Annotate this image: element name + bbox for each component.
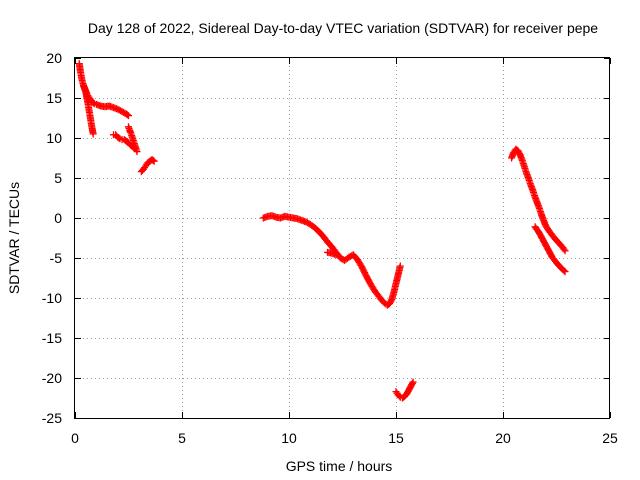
x-tick-label: 15: [388, 430, 404, 446]
x-tick-label: 25: [602, 430, 618, 446]
data-point: [150, 157, 158, 165]
plot-frame: [74, 57, 610, 419]
series-track-6: [259, 212, 404, 309]
y-tick-label: -20: [42, 370, 62, 386]
data-point: [560, 245, 568, 253]
data-point: [125, 112, 132, 120]
data-point: [561, 247, 569, 255]
series-track-4: [125, 123, 141, 156]
data-point: [149, 156, 157, 164]
data-points: [75, 60, 569, 402]
x-tick-label: 0: [71, 430, 79, 446]
y-axis-label: SDTVAR / TECUs: [6, 182, 22, 294]
data-point: [561, 268, 569, 276]
data-point: [123, 111, 131, 119]
data-point: [396, 262, 404, 270]
y-tick-label: -5: [50, 250, 63, 266]
data-point: [408, 379, 416, 387]
data-point: [409, 378, 417, 386]
y-tick-labels: 20 15 10 5 0 -5 -10 -15 -20 -25: [42, 50, 62, 426]
data-point: [115, 134, 123, 142]
series-track-5: [137, 156, 158, 176]
x-tick-labels: 0 5 10 15 20 25: [71, 430, 618, 446]
y-tick-label: -15: [42, 330, 62, 346]
series-track-9: [508, 145, 569, 255]
y-tick-label: 5: [54, 170, 62, 186]
data-point: [332, 251, 340, 259]
data-point: [560, 267, 568, 275]
grid: [75, 58, 610, 418]
y-tick-label: -25: [42, 410, 62, 426]
x-tick-label: 10: [281, 430, 297, 446]
y-tick-label: 10: [46, 130, 62, 146]
x-tick-label: 5: [178, 430, 186, 446]
series-track-10: [531, 223, 569, 276]
y-tick-label: -10: [42, 290, 62, 306]
y-tick-label: 15: [46, 90, 62, 106]
y-tick-label: 20: [46, 50, 62, 66]
data-point: [133, 148, 141, 156]
x-axis-label: GPS time / hours: [286, 458, 393, 474]
data-point: [89, 130, 97, 138]
series-track-2: [80, 82, 97, 138]
y-tick-label: 0: [54, 210, 62, 226]
chart-title: Day 128 of 2022, Sidereal Day-to-day VTE…: [88, 20, 598, 36]
axis-ticks: [75, 58, 611, 419]
series-track-8: [392, 378, 417, 402]
series-track-7: [324, 248, 340, 259]
x-tick-label: 20: [495, 430, 511, 446]
